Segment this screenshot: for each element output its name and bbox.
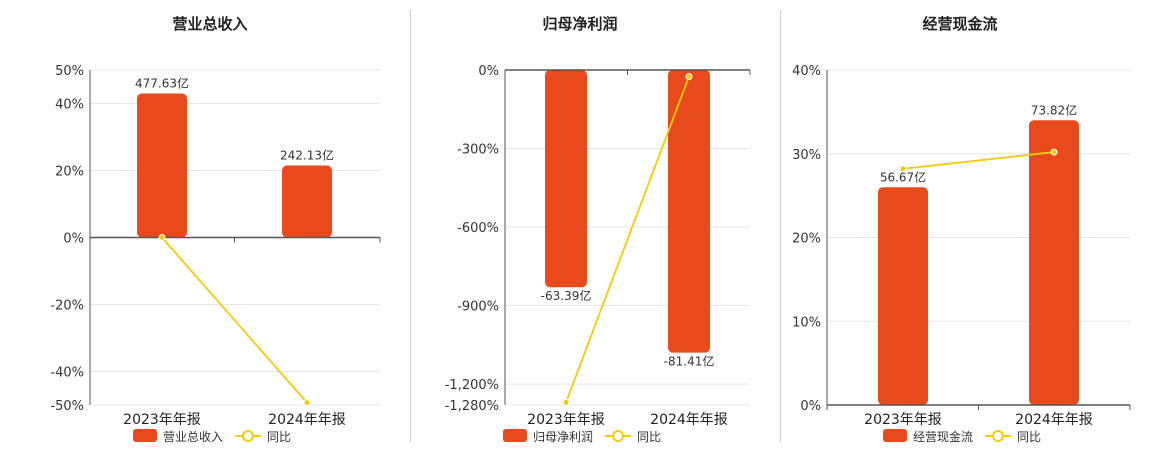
bar-value-label: -81.41亿 [664, 354, 715, 369]
legend-line-marker [242, 430, 254, 442]
yoy-point [562, 398, 570, 406]
y-tick-label: -900% [457, 300, 499, 315]
y-tick-label: 0% [800, 399, 821, 414]
legend-line-marker [992, 430, 1004, 442]
y-tick-label: 50% [55, 64, 84, 79]
legend-line-marker [612, 430, 624, 442]
yoy-point [899, 165, 907, 173]
yoy-line [161, 236, 308, 404]
y-tick-label: 40% [55, 98, 84, 113]
y-tick-label: 10% [792, 315, 821, 330]
legend-bar-swatch [883, 429, 907, 442]
y-tick-label: 0% [478, 64, 499, 79]
y-tick-label: 0% [63, 232, 84, 247]
legend-line-label: 同比 [637, 430, 661, 444]
bar-value-label: 73.82亿 [1031, 102, 1077, 117]
bar [878, 187, 928, 405]
y-tick-label: -1,280% [445, 399, 499, 414]
x-category-label: 2023年年报 [527, 412, 605, 428]
y-tick-label: 20% [792, 232, 821, 247]
y-tick-label: -600% [457, 221, 499, 236]
bar-value-label: 477.63亿 [135, 75, 189, 90]
legend-line-label: 同比 [1017, 430, 1041, 444]
bar-value-label: 56.67亿 [880, 169, 926, 184]
y-tick-label: 40% [792, 64, 821, 79]
y-tick-label: -300% [457, 143, 499, 158]
bar [282, 165, 332, 238]
bar [137, 93, 187, 238]
bar-value-label: 242.13亿 [280, 147, 334, 162]
legend-bar-label: 经营现金流 [913, 429, 973, 444]
x-category-label: 2024年年报 [1015, 412, 1093, 428]
y-tick-label: 30% [792, 148, 821, 163]
bar [545, 70, 587, 288]
y-tick-label: -50% [50, 399, 84, 414]
panel-divider [780, 10, 781, 442]
chart-title: 经营现金流 [922, 15, 997, 33]
chart-title: 营业总收入 [172, 15, 247, 33]
legend-line-label: 同比 [267, 430, 291, 444]
bar [668, 70, 710, 353]
y-tick-label: 20% [55, 165, 84, 180]
bar [1029, 120, 1079, 405]
legend-bar-swatch [133, 429, 157, 442]
x-category-label: 2024年年报 [268, 412, 346, 428]
chart-title: 归母净利润 [542, 15, 617, 33]
y-tick-label: -1,200% [445, 378, 499, 393]
y-tick-label: -20% [50, 299, 84, 314]
yoy-point [685, 73, 693, 81]
legend-bar-label: 营业总收入 [163, 430, 223, 444]
x-category-label: 2023年年报 [123, 412, 201, 428]
x-category-label: 2023年年报 [864, 412, 942, 428]
yoy-line [902, 151, 1055, 170]
bar-value-label: -63.39亿 [541, 288, 592, 303]
yoy-point [158, 234, 166, 241]
y-tick-label: -40% [50, 366, 84, 381]
legend-bar-label: 归母净利润 [533, 430, 593, 444]
legend-bar-swatch [503, 429, 527, 442]
x-category-label: 2024年年报 [650, 412, 728, 428]
yoy-point [303, 399, 311, 407]
panel-divider [410, 10, 411, 442]
yoy-point [1050, 148, 1058, 156]
yoy-line [565, 76, 690, 403]
